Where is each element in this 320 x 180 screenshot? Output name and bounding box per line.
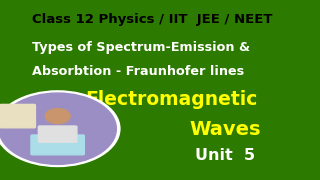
Text: Waves: Waves xyxy=(189,120,261,139)
Text: Class 12 Physics / IIT  JEE / NEET: Class 12 Physics / IIT JEE / NEET xyxy=(32,13,273,26)
Text: Unit  5: Unit 5 xyxy=(195,148,255,163)
FancyBboxPatch shape xyxy=(31,135,84,155)
Text: Types of Spectrum-Emission &: Types of Spectrum-Emission & xyxy=(32,41,251,54)
Text: Absorbtion - Fraunhofer lines: Absorbtion - Fraunhofer lines xyxy=(32,65,244,78)
Circle shape xyxy=(45,109,70,124)
Circle shape xyxy=(0,93,116,164)
FancyBboxPatch shape xyxy=(0,104,36,128)
Text: Electromagnetic: Electromagnetic xyxy=(85,90,258,109)
Circle shape xyxy=(0,91,120,166)
FancyBboxPatch shape xyxy=(38,126,77,142)
